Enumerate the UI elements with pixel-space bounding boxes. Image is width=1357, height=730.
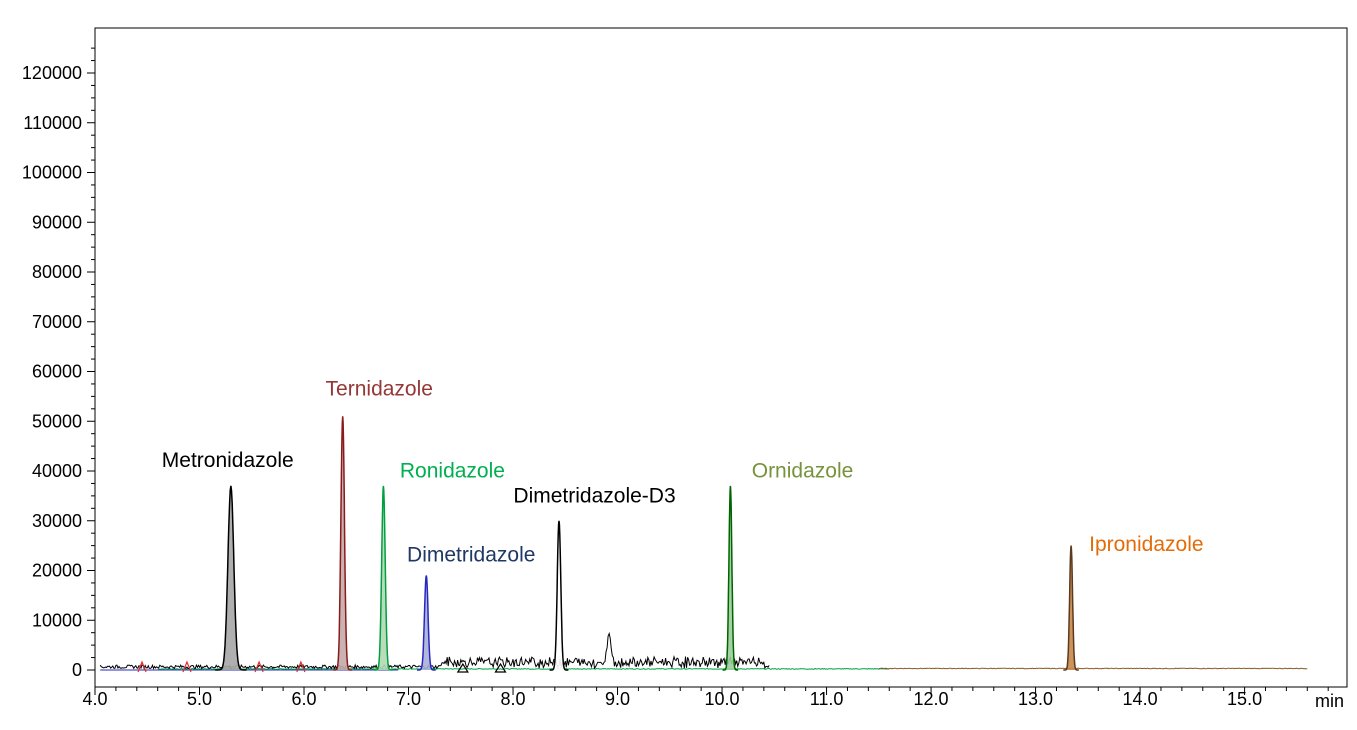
peak-label: Ipronidazole <box>1089 533 1203 556</box>
y-tick-label: 0 <box>72 660 82 680</box>
peak-fill <box>549 520 569 670</box>
peak-line <box>215 485 247 671</box>
x-tick-label: 12.0 <box>914 689 949 709</box>
peak-line <box>374 485 393 671</box>
plot-frame <box>94 27 1348 688</box>
y-tick-label: 120000 <box>22 63 82 83</box>
peak-labels-group: Metronidazole Ternidazole Ronidazole Dimetr… <box>162 377 1204 566</box>
peak-fill <box>215 485 247 670</box>
peak-line <box>1063 545 1079 671</box>
x-tick-label: 11.0 <box>810 689 844 709</box>
integration-marker <box>494 662 507 673</box>
y-tick-label: 90000 <box>32 212 82 232</box>
peak-label: Ornidazole <box>752 459 854 482</box>
x-tick-label: 15.0 <box>1227 689 1262 709</box>
peak-fill <box>722 485 739 670</box>
x-tick-label: 13.0 <box>1018 689 1053 709</box>
peak-line <box>549 520 569 671</box>
peak-label: Metronidazole <box>162 449 294 472</box>
baseline-trace <box>99 631 770 670</box>
peak-line <box>333 416 353 671</box>
baseline-trace <box>157 667 890 670</box>
peak-fill <box>416 575 436 670</box>
y-tick-label: 70000 <box>32 312 82 332</box>
x-tick-label: 10.0 <box>705 689 740 709</box>
x-tick-label: 5.0 <box>187 689 212 709</box>
peak-label: Dimetridazole-D3 <box>513 484 675 507</box>
integration-marker <box>254 660 264 673</box>
peak-line <box>416 575 436 671</box>
integration-marker <box>296 660 306 673</box>
peak-fill <box>1063 545 1079 670</box>
x-tick-label: 4.0 <box>82 689 107 709</box>
x-tick-label: 9.0 <box>605 689 630 709</box>
y-tick-label: 110000 <box>23 113 82 133</box>
x-tick-label: 8.0 <box>501 689 526 709</box>
y-tick-label: 40000 <box>32 461 82 481</box>
peak-line <box>722 485 739 671</box>
y-tick-label: 100000 <box>22 163 82 183</box>
x-tick-label: 6.0 <box>291 689 316 709</box>
x-tick-label: 14.0 <box>1123 689 1158 709</box>
integration-marker <box>182 660 192 673</box>
integration-marker <box>137 660 147 673</box>
y-tick-label: 30000 <box>32 511 82 531</box>
peak-fill <box>374 485 393 670</box>
y-tick-label: 10000 <box>32 610 82 630</box>
integration-marker <box>456 662 469 673</box>
y-tick-label: 50000 <box>32 411 82 431</box>
peak-label: Ronidazole <box>400 459 505 482</box>
baseline-trace <box>878 667 1308 670</box>
peak-label: Dimetridazole <box>407 544 535 567</box>
y-tick-label: 60000 <box>32 362 82 382</box>
y-tick-label: 20000 <box>32 561 82 581</box>
x-tick-label: 7.0 <box>396 689 421 709</box>
y-tick-label: 80000 <box>32 262 82 282</box>
axes-group: 0 10000 20000 30000 40000 50000 60000 70000 8000… <box>22 47 1329 709</box>
peak-label: Ternidazole <box>326 377 433 400</box>
peak-fill <box>333 416 353 670</box>
traces-group <box>99 416 1308 673</box>
x-axis-label: min <box>1315 691 1344 711</box>
